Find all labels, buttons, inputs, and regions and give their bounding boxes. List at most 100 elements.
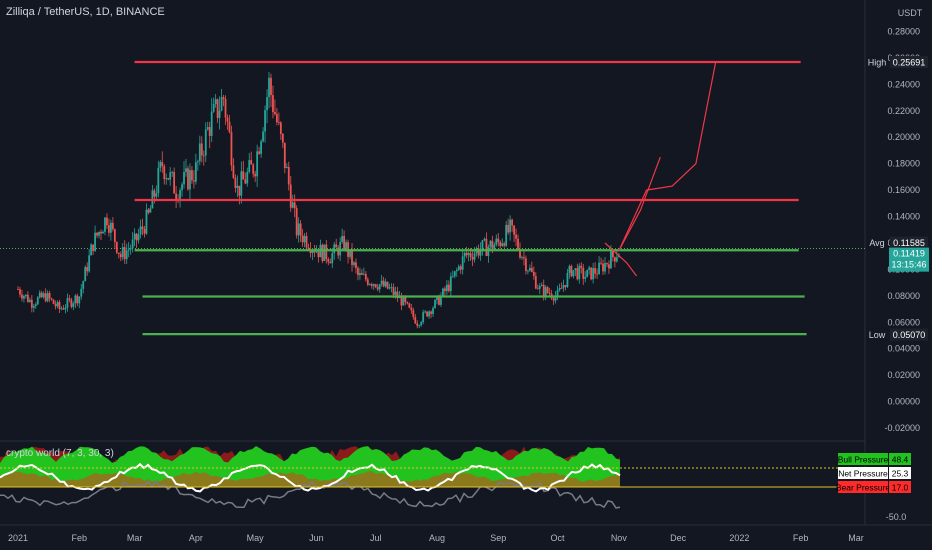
candle-body bbox=[428, 311, 430, 317]
candle-body bbox=[84, 267, 87, 282]
candle-body bbox=[461, 256, 464, 270]
candle-body bbox=[96, 232, 98, 236]
candle-body bbox=[479, 249, 482, 256]
candle-body bbox=[44, 293, 47, 302]
badge-label: Bear Pressure bbox=[836, 483, 891, 493]
price-pane[interactable] bbox=[0, 60, 865, 336]
low-value: 0.05070 bbox=[893, 330, 926, 340]
candle-body bbox=[568, 266, 571, 273]
candle-body bbox=[244, 179, 247, 184]
candle-body bbox=[60, 308, 63, 310]
candle-body bbox=[220, 97, 223, 111]
candle-body bbox=[325, 244, 328, 260]
candle-body bbox=[315, 251, 318, 253]
candle-body bbox=[119, 254, 122, 258]
candle-body bbox=[613, 257, 616, 262]
time-tick-label: Sep bbox=[490, 533, 506, 543]
candle-body bbox=[216, 99, 219, 118]
candle-body bbox=[469, 253, 472, 258]
candle-body bbox=[600, 262, 602, 264]
candle-body bbox=[416, 323, 419, 326]
candle-body bbox=[117, 252, 120, 255]
candle-body bbox=[238, 185, 241, 196]
indicator-title[interactable]: crypto world (7, 3, 30, 3) bbox=[6, 448, 114, 459]
candle-body bbox=[584, 277, 587, 279]
candle-body bbox=[92, 244, 95, 251]
candle-body bbox=[505, 224, 508, 246]
candle-body bbox=[467, 253, 470, 256]
candle-body bbox=[580, 265, 583, 268]
candle-body bbox=[40, 292, 43, 298]
candle-body bbox=[552, 298, 555, 301]
candle-body bbox=[527, 270, 529, 272]
high-value-box bbox=[890, 56, 928, 69]
candle-body bbox=[343, 236, 346, 250]
candle-body bbox=[608, 264, 610, 269]
candle-body bbox=[408, 303, 411, 308]
candle-body bbox=[58, 302, 61, 310]
symbol-title[interactable]: Zilliqa / TetherUS, 1D, BINANCE bbox=[6, 6, 165, 18]
last-price-countdown: 13:15:46 bbox=[891, 260, 926, 270]
candle-body bbox=[507, 224, 510, 233]
candle-body bbox=[161, 162, 164, 167]
candle-body bbox=[556, 290, 559, 296]
candle-body bbox=[370, 284, 373, 286]
candle-body bbox=[272, 95, 274, 113]
candle-body bbox=[400, 296, 403, 306]
candle-body bbox=[388, 287, 391, 289]
candle-body bbox=[295, 208, 298, 236]
candle-body bbox=[198, 143, 201, 162]
candle-body bbox=[574, 268, 577, 271]
candle-body bbox=[133, 233, 136, 240]
candle-body bbox=[19, 289, 21, 295]
candle-body bbox=[337, 247, 340, 256]
candle-body bbox=[291, 202, 294, 208]
candle-body bbox=[321, 244, 324, 262]
candle-body bbox=[554, 295, 557, 301]
candle-body bbox=[141, 226, 144, 230]
candle-body bbox=[596, 273, 598, 275]
candle-body bbox=[511, 219, 514, 226]
candle-body bbox=[404, 296, 407, 302]
candle-body bbox=[281, 133, 284, 143]
candle-body bbox=[339, 241, 342, 256]
candle-body bbox=[70, 299, 73, 307]
candle-body bbox=[455, 270, 458, 272]
candle-body bbox=[493, 244, 496, 249]
candle-body bbox=[76, 295, 79, 304]
candle-body bbox=[374, 284, 377, 288]
badge-value-box bbox=[889, 453, 911, 465]
time-tick-label: Mar bbox=[127, 533, 143, 543]
projection-path bbox=[618, 61, 717, 252]
candle-body bbox=[115, 241, 118, 253]
candle-body bbox=[187, 168, 189, 190]
time-axis[interactable]: 2021 Feb Mar Apr May Jun Jul Aug Sep Oct Nov Dec 202… bbox=[8, 533, 864, 543]
price-tick-label: 0.06000 bbox=[887, 317, 920, 327]
candle-body bbox=[145, 209, 148, 234]
candle-body bbox=[592, 268, 595, 280]
candle-body bbox=[94, 232, 96, 251]
candle-body bbox=[307, 247, 310, 250]
indicator-pane[interactable] bbox=[0, 446, 865, 509]
candle-body bbox=[598, 262, 600, 275]
candle-body bbox=[445, 284, 448, 291]
candle-body bbox=[32, 306, 35, 308]
candle-body bbox=[485, 238, 488, 256]
candle-body bbox=[548, 292, 551, 294]
price-markers: High 0.25691 Avg 0.11585 Low 0.05070 0.1141913… bbox=[866, 56, 929, 341]
candle-body bbox=[497, 238, 500, 243]
time-tick-label: Mar bbox=[848, 533, 864, 543]
candle-body bbox=[578, 265, 581, 280]
candle-body bbox=[481, 240, 484, 250]
candles bbox=[17, 72, 620, 329]
candle-body bbox=[606, 263, 608, 265]
candle-body bbox=[525, 258, 527, 271]
candle-body bbox=[26, 294, 29, 302]
candle-body bbox=[586, 269, 589, 278]
candle-body bbox=[289, 184, 292, 208]
candle-body bbox=[523, 257, 525, 259]
candle-body bbox=[380, 280, 383, 285]
time-tick-label: 2021 bbox=[8, 533, 28, 543]
badge-label: Bull Pressure bbox=[838, 455, 889, 465]
